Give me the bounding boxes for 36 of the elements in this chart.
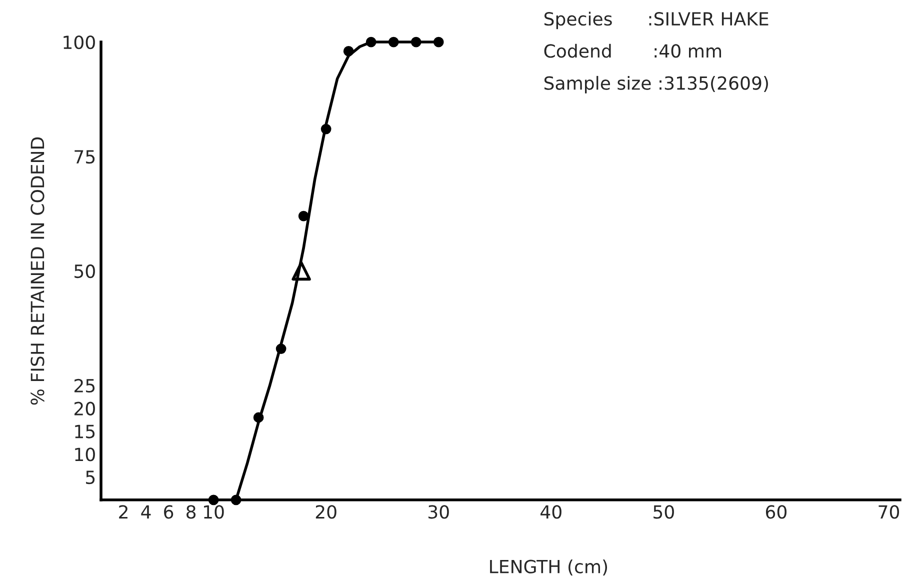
x-tick-label: 8 bbox=[186, 505, 196, 519]
point bbox=[230, 494, 242, 506]
y-tick-label: 25 bbox=[74, 378, 95, 393]
y-tick-label: 20 bbox=[74, 402, 95, 416]
x-tick-label: 4 bbox=[141, 505, 151, 518]
y-tick-label: 5 bbox=[86, 470, 95, 484]
x-tick-label: 6 bbox=[164, 505, 174, 519]
point bbox=[366, 36, 376, 48]
x-tick-label: 50 bbox=[654, 505, 674, 519]
x-tick-label: 20 bbox=[316, 505, 336, 519]
point bbox=[320, 124, 332, 134]
y-tick-label: 50 bbox=[74, 264, 95, 278]
y-tick-label: 10 bbox=[75, 448, 95, 462]
point bbox=[253, 412, 264, 423]
annotation: Codend :40 mm bbox=[544, 44, 722, 58]
y-tick-label: 15 bbox=[75, 424, 95, 438]
x-tick-label: 40 bbox=[540, 505, 562, 519]
point bbox=[292, 261, 311, 281]
point bbox=[388, 36, 399, 48]
annotation: Sample size :3135(2609) bbox=[544, 76, 768, 94]
point bbox=[410, 36, 422, 48]
x-tick-label: 30 bbox=[428, 505, 449, 519]
x-axis-title: LENGTH (cm) bbox=[490, 559, 608, 576]
y-tick-label: 75 bbox=[74, 150, 95, 164]
point bbox=[343, 46, 354, 56]
y-axis-title: % FISH RETAINED IN CODEND bbox=[30, 137, 44, 405]
x-tick-label: 10 bbox=[204, 505, 224, 519]
point bbox=[276, 344, 286, 354]
point bbox=[433, 36, 444, 48]
y-tick-label: 100 bbox=[64, 36, 95, 50]
x-tick-label: 70 bbox=[878, 505, 900, 519]
x-tick-label: 60 bbox=[766, 505, 786, 519]
point bbox=[298, 210, 309, 222]
point bbox=[208, 494, 219, 506]
x-tick-label: 2 bbox=[119, 505, 128, 518]
text: Species :SILVER HAKE bbox=[544, 12, 768, 30]
